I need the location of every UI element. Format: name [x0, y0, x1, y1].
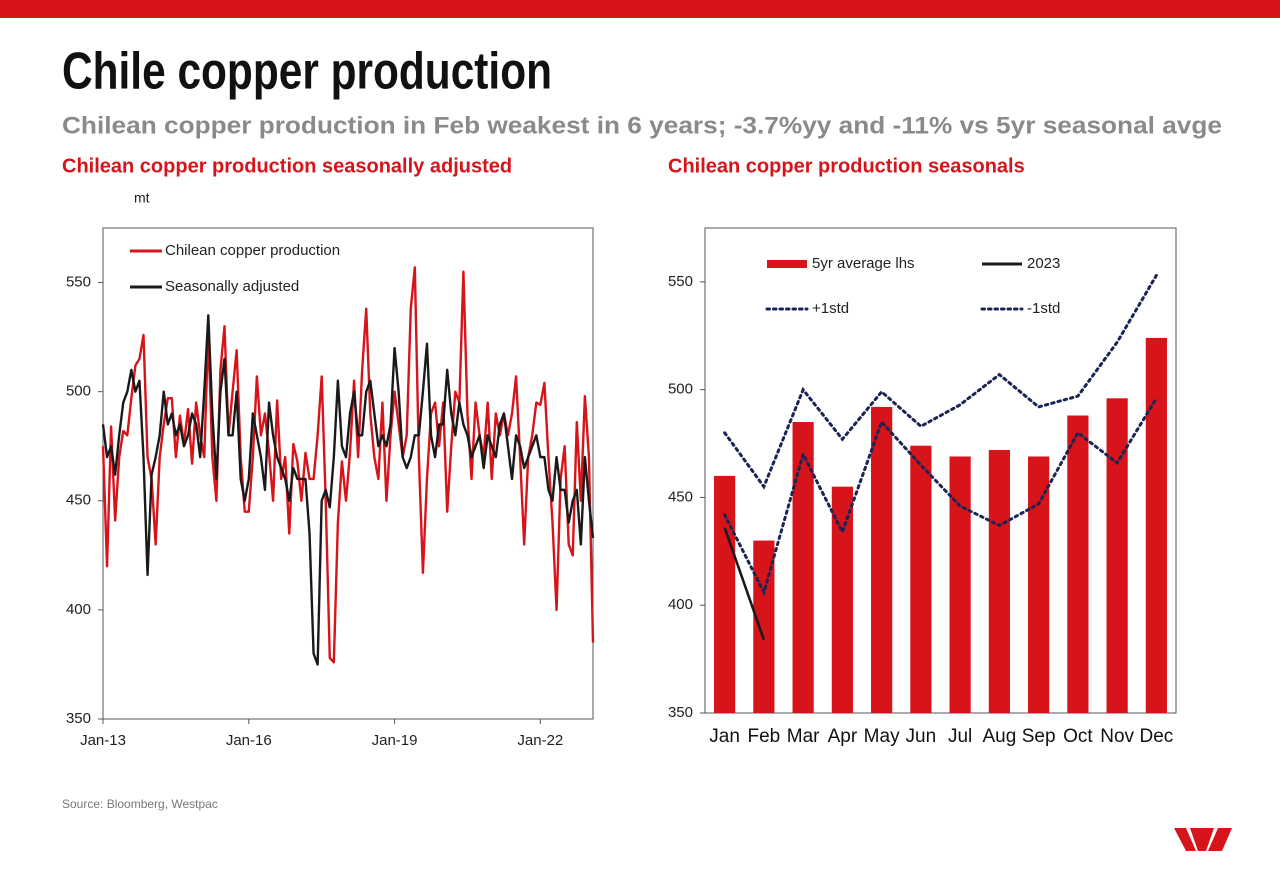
x-tick-label: Dec: [1139, 726, 1173, 747]
x-tick-label: Jan-22: [517, 732, 563, 749]
plot-frame: [704, 227, 1177, 714]
source: Source: Bloomberg, Westpac: [62, 797, 218, 811]
bar: [988, 450, 1010, 713]
x-tick-label: Mar: [787, 726, 820, 747]
chart-title: Chilean copper production seasonals: [668, 155, 1025, 177]
bar: [714, 475, 736, 713]
y-tick-label: 500: [66, 383, 91, 400]
top-bar: [0, 0, 1280, 18]
series-line: [723, 273, 1158, 490]
series-line: [101, 266, 595, 664]
legend-label: +1std: [812, 300, 849, 317]
series-line: [101, 314, 595, 666]
chart-title: Chilean copper production seasonally adj…: [62, 155, 512, 177]
x-tick-label: Jun: [906, 726, 937, 747]
bar: [1067, 415, 1089, 713]
y-tick-label: 350: [66, 710, 91, 727]
x-tick-label: Nov: [1100, 726, 1134, 747]
subtitle: Chilean copper production in Feb weakest…: [62, 112, 1222, 139]
x-tick-label: Jul: [948, 726, 972, 747]
x-tick-label: Jan: [709, 726, 740, 747]
x-tick-label: Feb: [748, 726, 781, 747]
y-tick-label: 400: [668, 596, 693, 613]
bar: [949, 456, 971, 713]
bar: [1145, 337, 1167, 713]
legend-label: 5yr average lhs: [812, 255, 915, 272]
bar: [871, 406, 893, 713]
westpac-logo: [1174, 828, 1232, 851]
x-tick-label: Jan-13: [80, 732, 126, 749]
y-tick-label: 350: [668, 704, 693, 721]
legend-label: -1std: [1027, 300, 1060, 317]
x-tick-label: Jan-16: [226, 732, 272, 749]
legend-label: Seasonally adjusted: [165, 278, 299, 295]
y-axis-label: mt: [134, 190, 150, 206]
y-tick-label: 550: [66, 274, 91, 291]
legend-label: Chilean copper production: [165, 242, 340, 259]
x-tick-label: Oct: [1063, 726, 1093, 747]
bar: [792, 422, 814, 713]
x-tick-label: Jan-19: [372, 732, 418, 749]
y-tick-label: 550: [668, 273, 693, 290]
y-tick-label: 450: [66, 492, 91, 509]
y-tick-label: 500: [668, 381, 693, 398]
legend-swatch: [767, 260, 807, 268]
y-tick-label: 400: [66, 601, 91, 618]
legend-label: 2023: [1027, 255, 1060, 272]
bar: [1106, 398, 1128, 713]
bar: [1028, 456, 1050, 713]
series-line: [723, 396, 1158, 597]
x-tick-label: Aug: [982, 726, 1016, 747]
y-tick-label: 450: [668, 488, 693, 505]
bar: [831, 486, 853, 713]
bar: [910, 445, 932, 713]
series-line: [723, 527, 766, 641]
x-tick-label: May: [864, 726, 900, 747]
x-tick-label: Apr: [828, 726, 858, 747]
x-tick-label: Sep: [1022, 726, 1056, 747]
slide-title: Chile copper production: [62, 43, 552, 101]
